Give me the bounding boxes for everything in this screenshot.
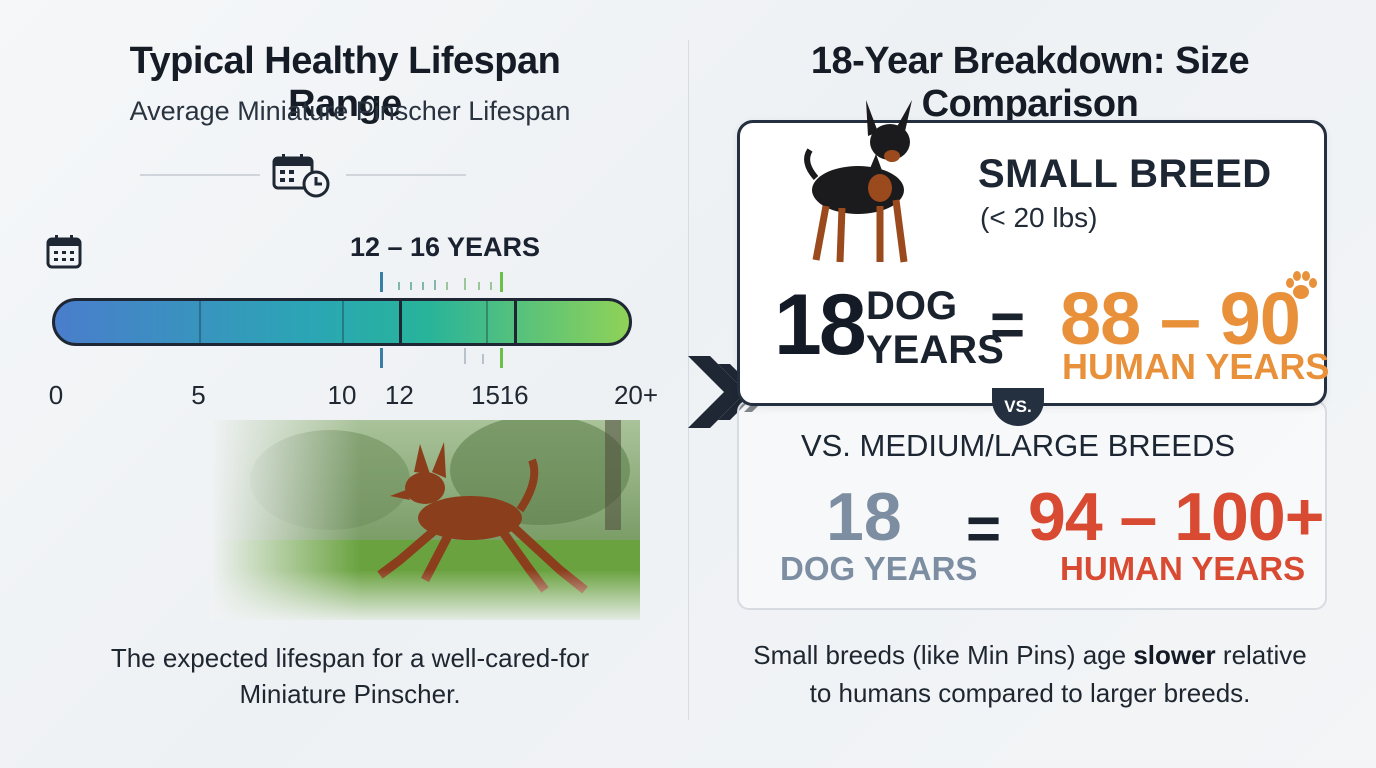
small-breed-weight: (< 20 lbs)	[980, 202, 1098, 233]
scale-label: 16	[499, 380, 529, 410]
large-dog-years-number: 18	[826, 479, 902, 555]
small-breed-label: SMALL BREED	[978, 152, 1272, 196]
scale-label: 0	[48, 380, 64, 410]
bar-gridline	[485, 301, 488, 343]
caption-line-1: Small breeds (like Min Pins) age slower …	[720, 636, 1340, 674]
range-tick-marks-below	[380, 348, 503, 368]
equals-sign-small: =	[990, 291, 1026, 358]
caption-line-2: to humans compared to larger breeds.	[809, 678, 1251, 708]
running-dog-photo	[210, 420, 640, 620]
large-breed-title: VS. MEDIUM/LARGE BREEDS	[800, 428, 1236, 463]
min-pin-photo	[804, 100, 912, 263]
small-dog-years-number: 18	[774, 277, 867, 373]
dog-word: DOG	[866, 284, 958, 328]
scale-label: 15	[471, 380, 500, 410]
bar-gridline	[198, 301, 201, 343]
paw-icon	[1286, 271, 1317, 299]
bar-gridline	[342, 301, 344, 343]
lifespan-title: Typical Healthy Lifespan Range	[129, 40, 561, 125]
caption-post: relative	[1215, 640, 1307, 670]
caption-bold: slower	[1133, 640, 1216, 670]
lifespan-subtitle: Average Miniature Pinscher Lifespan	[129, 96, 571, 126]
range-marker	[399, 301, 403, 343]
large-human-years-label: HUMAN YEARS	[1060, 550, 1306, 587]
range-tick-marks	[380, 272, 503, 292]
lifespan-range-label: 12 – 16 YEARS	[349, 232, 541, 262]
comparison-caption: Small breeds (like Min Pins) age slower …	[720, 636, 1340, 712]
lifespan-caption: The expected lifespan for a well-cared-f…	[60, 640, 640, 712]
calendar-icon	[46, 234, 84, 275]
large-dog-years-label: DOG YEARS	[780, 550, 978, 587]
center-divider	[688, 40, 689, 720]
large-breed-card	[737, 400, 1327, 610]
divider-left	[140, 174, 260, 176]
comparison-title: 18-Year Breakdown: Size Comparison	[810, 40, 1250, 125]
range-marker	[514, 301, 518, 343]
lifespan-bar	[52, 298, 632, 346]
small-human-years-label: HUMAN YEARS	[1062, 346, 1330, 387]
calendar-clock-icon	[270, 152, 334, 203]
scale-label: 20+	[613, 380, 659, 410]
equals-sign-large: =	[966, 495, 1002, 562]
small-human-years-number: 88 – 90	[1060, 277, 1301, 360]
years-word: YEARS	[866, 328, 1004, 372]
scale-label: 5	[191, 380, 206, 410]
vs-badge: VS.	[992, 388, 1044, 426]
caption-pre: Small breeds (like Min Pins) age	[753, 640, 1134, 670]
small-dog-years-label: DOG YEARS	[866, 284, 1004, 372]
scale-label: 12	[384, 380, 414, 410]
large-human-years-number: 94 – 100+	[1028, 479, 1324, 555]
divider-right	[346, 174, 466, 176]
scale-label: 10	[327, 380, 357, 410]
caption-line-1: The expected lifespan for a well-cared-f…	[110, 643, 590, 673]
caption-line-2: Miniature Pinscher.	[239, 679, 461, 709]
